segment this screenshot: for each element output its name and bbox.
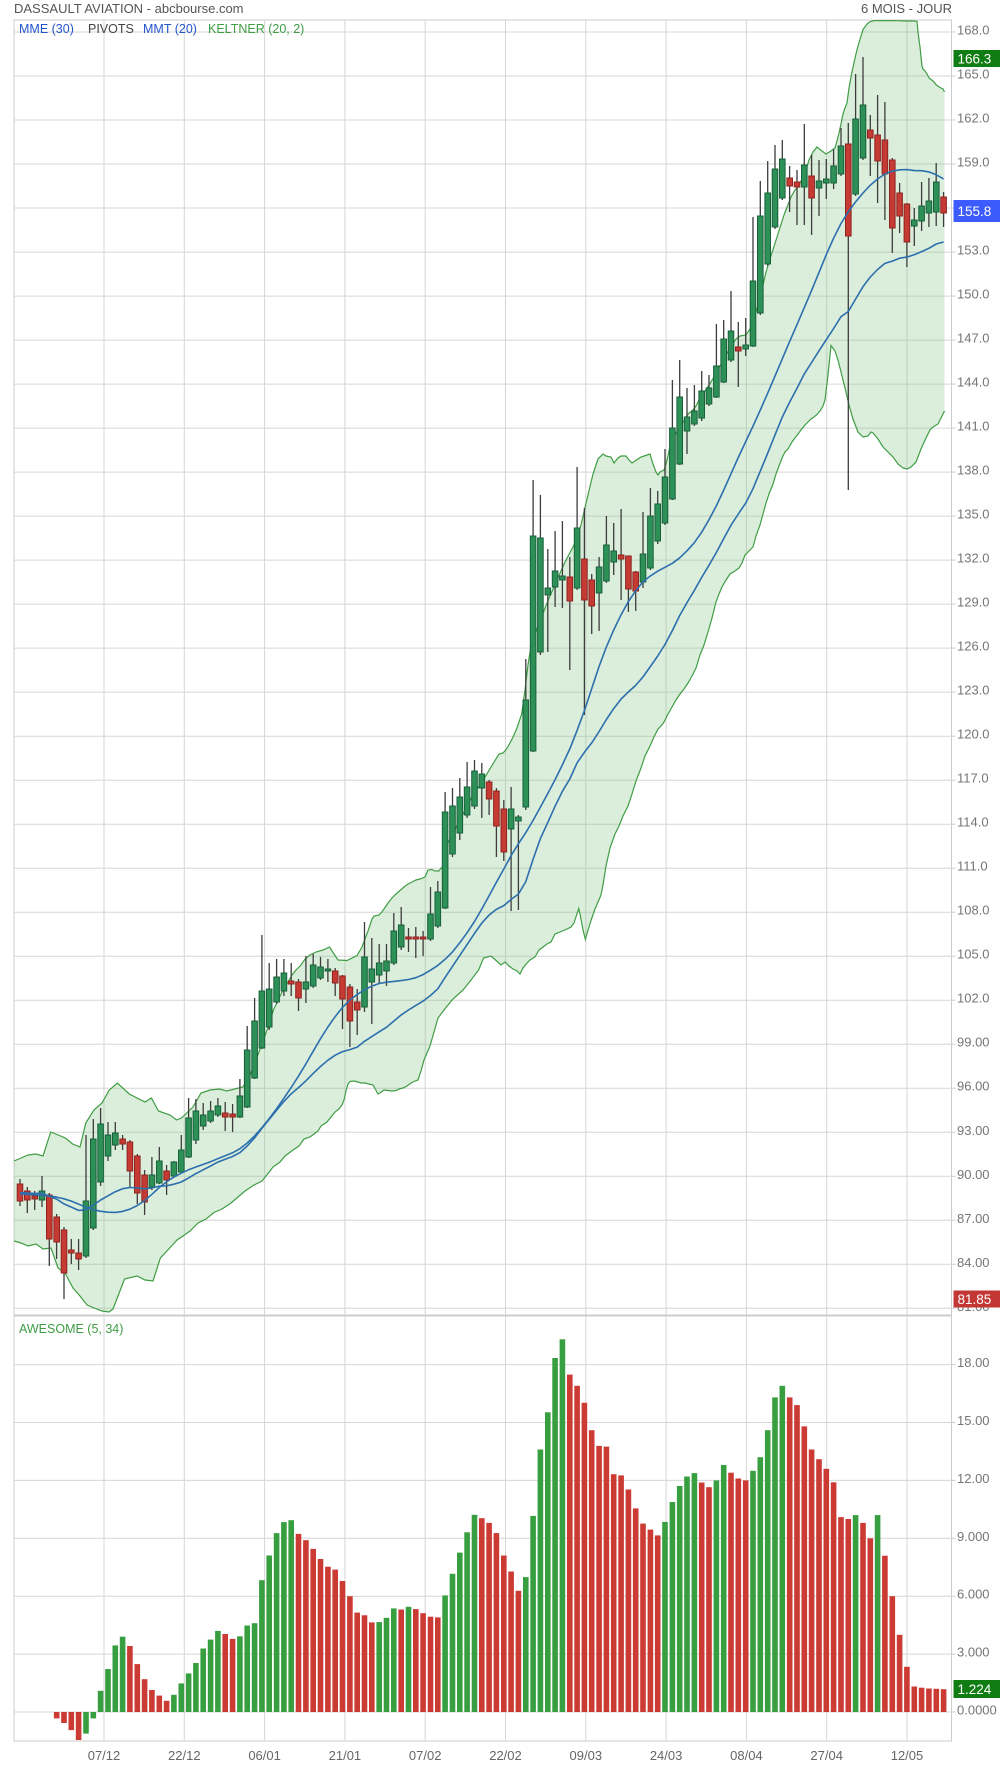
svg-text:144.0: 144.0 xyxy=(957,375,990,390)
svg-text:1.224: 1.224 xyxy=(958,1682,992,1697)
svg-text:153.0: 153.0 xyxy=(957,243,990,258)
svg-text:18.00: 18.00 xyxy=(957,1355,990,1370)
svg-text:84.00: 84.00 xyxy=(957,1255,990,1270)
svg-text:123.0: 123.0 xyxy=(957,683,990,698)
svg-text:PIVOTS: PIVOTS xyxy=(88,22,134,36)
svg-text:MME (30): MME (30) xyxy=(19,22,74,36)
svg-text:111.0: 111.0 xyxy=(957,859,988,874)
svg-text:117.0: 117.0 xyxy=(957,771,989,786)
svg-text:08/04: 08/04 xyxy=(730,1748,763,1763)
svg-text:0.0000: 0.0000 xyxy=(957,1703,997,1718)
svg-text:114.0: 114.0 xyxy=(957,815,989,830)
svg-text:22/12: 22/12 xyxy=(168,1748,201,1763)
svg-text:135.0: 135.0 xyxy=(957,507,990,522)
svg-text:07/12: 07/12 xyxy=(88,1748,121,1763)
svg-text:120.0: 120.0 xyxy=(957,727,990,742)
svg-text:96.00: 96.00 xyxy=(957,1079,990,1094)
svg-text:165.0: 165.0 xyxy=(957,67,990,82)
svg-text:DASSAULT AVIATION - abcbourse.: DASSAULT AVIATION - abcbourse.com xyxy=(14,1,244,16)
svg-text:150.0: 150.0 xyxy=(957,287,990,302)
svg-text:138.0: 138.0 xyxy=(957,463,990,478)
svg-text:90.00: 90.00 xyxy=(957,1167,990,1182)
svg-text:9.000: 9.000 xyxy=(957,1529,990,1544)
svg-text:12.00: 12.00 xyxy=(957,1471,990,1486)
svg-text:105.0: 105.0 xyxy=(957,947,990,962)
svg-text:108.0: 108.0 xyxy=(957,903,990,918)
svg-text:12/05: 12/05 xyxy=(891,1748,924,1763)
svg-text:AWESOME (5, 34): AWESOME (5, 34) xyxy=(19,1322,123,1336)
svg-text:102.0: 102.0 xyxy=(957,991,990,1006)
svg-text:24/03: 24/03 xyxy=(650,1748,683,1763)
svg-text:06/01: 06/01 xyxy=(248,1748,281,1763)
svg-text:87.00: 87.00 xyxy=(957,1211,990,1226)
svg-text:07/02: 07/02 xyxy=(409,1748,442,1763)
svg-text:09/03: 09/03 xyxy=(570,1748,603,1763)
svg-text:155.8: 155.8 xyxy=(958,204,992,219)
svg-text:27/04: 27/04 xyxy=(810,1748,843,1763)
svg-text:93.00: 93.00 xyxy=(957,1123,990,1138)
svg-text:6 MOIS - JOUR: 6 MOIS - JOUR xyxy=(861,1,952,16)
svg-text:22/02: 22/02 xyxy=(489,1748,522,1763)
svg-text:168.0: 168.0 xyxy=(957,23,990,38)
svg-text:99.00: 99.00 xyxy=(957,1035,990,1050)
svg-text:6.000: 6.000 xyxy=(957,1587,990,1602)
svg-text:166.3: 166.3 xyxy=(958,52,992,67)
svg-text:KELTNER (20, 2): KELTNER (20, 2) xyxy=(208,22,304,36)
svg-text:147.0: 147.0 xyxy=(957,331,990,346)
svg-text:21/01: 21/01 xyxy=(329,1748,362,1763)
svg-text:132.0: 132.0 xyxy=(957,551,990,566)
svg-text:141.0: 141.0 xyxy=(957,419,990,434)
svg-text:MMT (20): MMT (20) xyxy=(143,22,197,36)
svg-text:3.000: 3.000 xyxy=(957,1645,990,1660)
svg-text:15.00: 15.00 xyxy=(957,1413,990,1428)
svg-text:126.0: 126.0 xyxy=(957,639,990,654)
svg-text:129.0: 129.0 xyxy=(957,595,990,610)
svg-text:81.85: 81.85 xyxy=(958,1292,992,1307)
svg-text:162.0: 162.0 xyxy=(957,111,990,126)
svg-text:159.0: 159.0 xyxy=(957,155,990,170)
